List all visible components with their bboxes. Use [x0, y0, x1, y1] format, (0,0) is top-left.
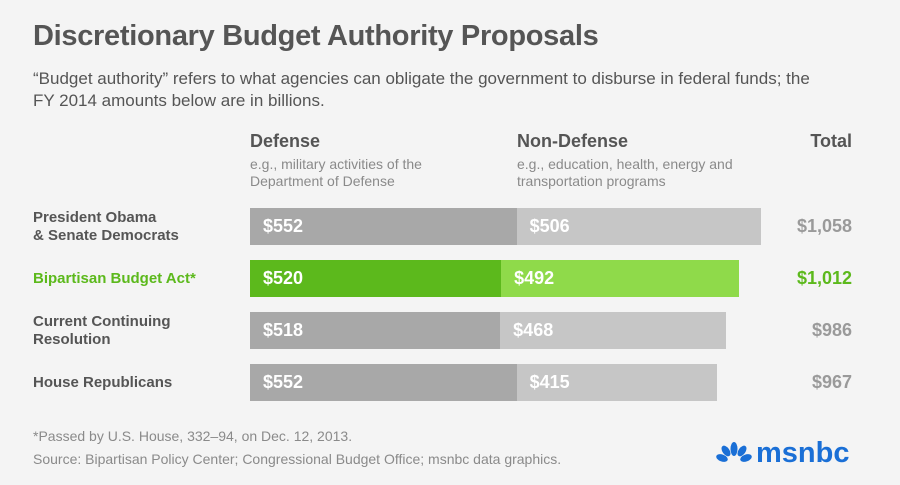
column-header-defense: Defense [250, 131, 321, 151]
footnote: *Passed by U.S. House, 332–94, on Dec. 1… [33, 428, 353, 444]
msnbc-logo: msnbc [716, 437, 849, 470]
chart-subtitle: “Budget authority” refers to what agenci… [33, 69, 810, 110]
source: Source: Bipartisan Policy Center; Congre… [33, 451, 562, 467]
row-label-line: & Senate Democrats [33, 226, 179, 244]
row-label-line: Current Continuing [33, 312, 171, 330]
row-label-line: Resolution [33, 330, 111, 348]
bar-nondefense: $468 [500, 312, 727, 349]
bar-defense: $520 [250, 260, 502, 297]
row-label: Bipartisan Budget Act* [33, 270, 196, 288]
bar-defense: $552 [250, 364, 517, 401]
column-desc-nondefense: e.g., education, health, energy and tran… [517, 156, 733, 189]
row-label-line: President Obama [33, 208, 157, 226]
row-label: House Republicans [33, 374, 172, 392]
row-label-line: House Republicans [33, 373, 173, 391]
bar-nondefense: $506 [516, 208, 761, 245]
total-label: $986 [811, 320, 852, 340]
bar-defense: $518 [250, 312, 501, 349]
peacock-icon [716, 441, 752, 462]
total-label: $1,058 [796, 216, 852, 236]
bar-nondefense: $492 [501, 260, 739, 297]
row-label: Current Continuing Resolution [33, 313, 170, 349]
bar-defense: $552 [250, 208, 517, 245]
row-label: President Obama & Senate Democrats [33, 209, 179, 245]
column-header-nondefense: Non-Defense [517, 131, 629, 151]
bar-nondefense: $415 [516, 364, 718, 401]
row-label-line: Bipartisan Budget Act* [33, 269, 196, 287]
chart-title: Discretionary Budget Authority Proposals [33, 20, 599, 52]
total-label: $1,012 [796, 268, 852, 288]
column-desc-defense: e.g., military activities of the Departm… [250, 156, 422, 189]
total-label: $967 [811, 372, 852, 392]
logo-text: msnbc [756, 437, 850, 469]
column-header-total: Total [810, 131, 852, 151]
